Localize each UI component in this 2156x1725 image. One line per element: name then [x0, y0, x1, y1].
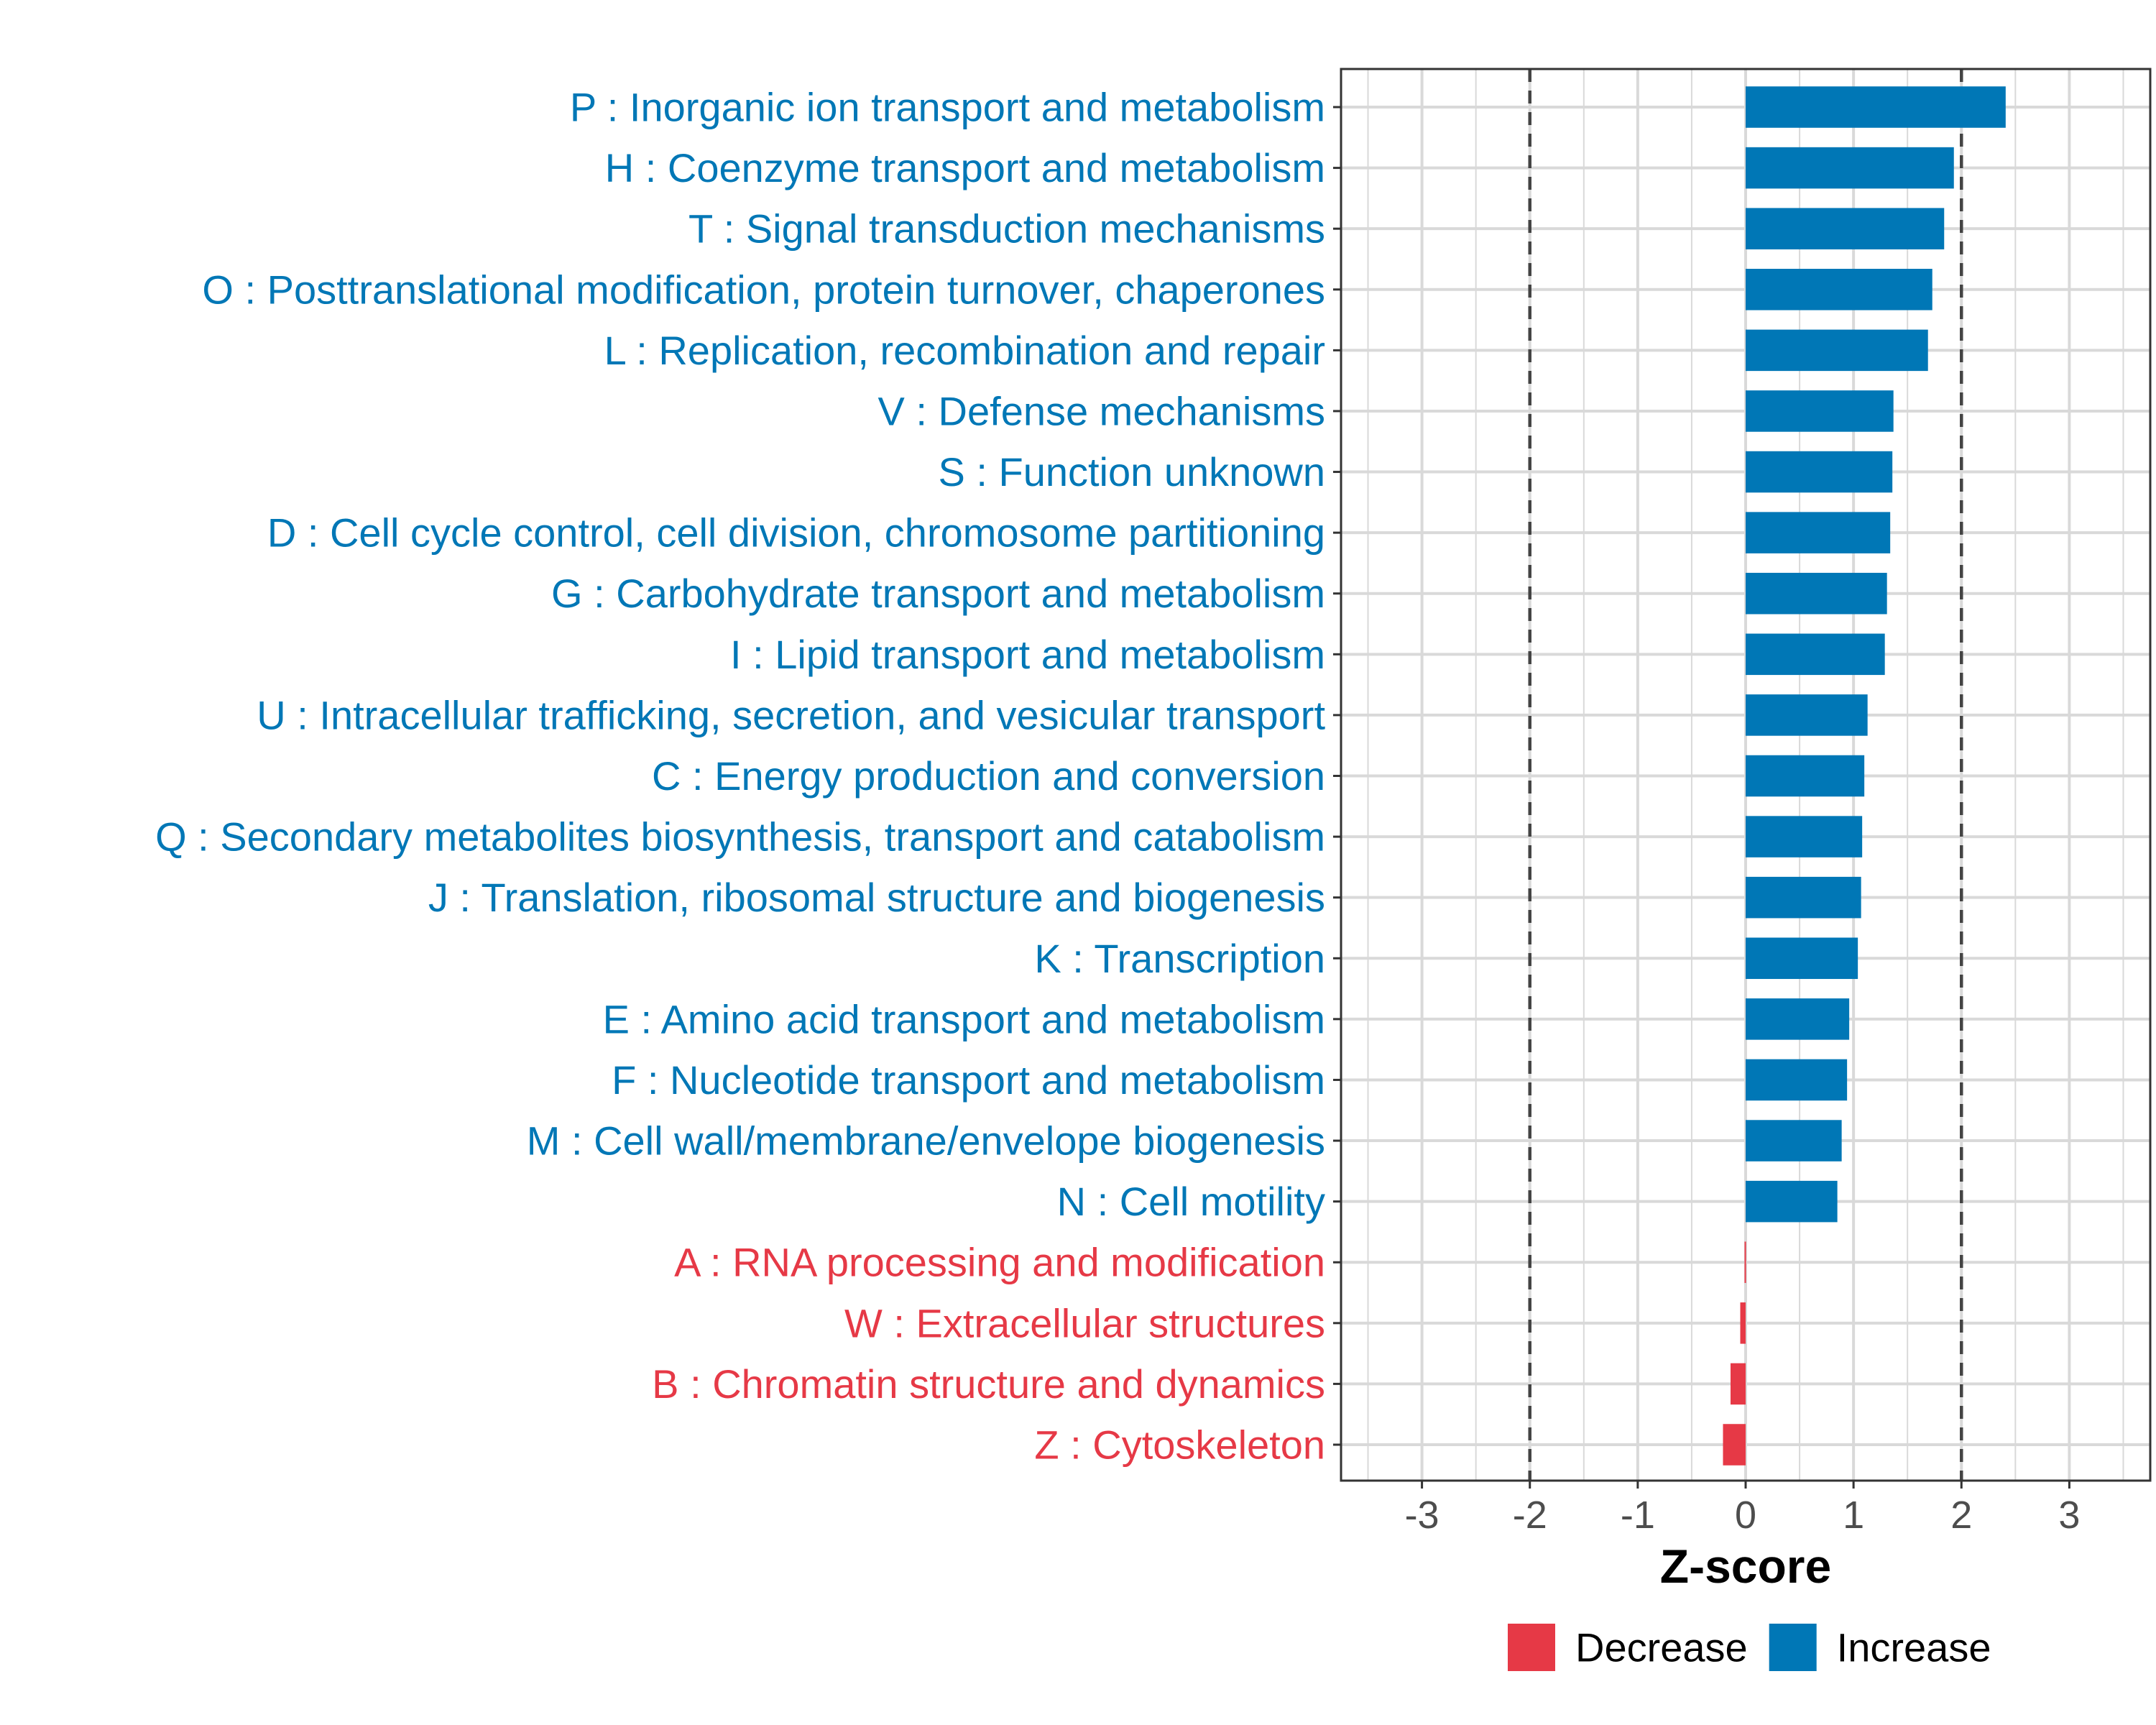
category-label: D : Cell cycle control, cell division, c…: [267, 510, 1325, 556]
bar: [1746, 1120, 1842, 1162]
bar: [1746, 1059, 1847, 1101]
category-label: F : Nucleotide transport and metabolism: [612, 1057, 1325, 1103]
category-label: S : Function unknown: [938, 449, 1325, 494]
category-label: Q : Secondary metabolites biosynthesis, …: [155, 814, 1325, 860]
bar: [1746, 573, 1887, 615]
category-label: H : Coenzyme transport and metabolism: [605, 145, 1325, 190]
category-label: J : Translation, ribosomal structure and…: [428, 875, 1325, 920]
x-tick-label: 0: [1735, 1494, 1756, 1537]
bar: [1746, 816, 1862, 857]
legend-label: Decrease: [1575, 1625, 1748, 1670]
bar: [1746, 147, 1954, 189]
x-tick-label: 3: [2058, 1494, 2080, 1537]
category-label: V : Defense mechanisms: [878, 388, 1325, 433]
bar: [1746, 877, 1861, 919]
category-label: T : Signal transduction mechanisms: [688, 206, 1325, 252]
bar: [1746, 390, 1894, 432]
legend-swatch: [1508, 1624, 1555, 1671]
bar: [1746, 1181, 1838, 1223]
x-tick-label: -3: [1405, 1494, 1439, 1537]
category-label: L : Replication, recombination and repai…: [604, 328, 1325, 373]
x-axis-ticks: -3 -2 -1 0 1 2 3: [1405, 1481, 2081, 1537]
bar: [1746, 451, 1892, 493]
category-label: W : Extracellular structures: [844, 1300, 1325, 1346]
bar: [1746, 938, 1858, 980]
category-label: A : RNA processing and modification: [674, 1240, 1325, 1285]
zscore-bar-chart: P : Inorganic ion transport and metaboli…: [0, 0, 2156, 1725]
bar: [1746, 86, 2006, 128]
bar: [1746, 634, 1885, 676]
x-axis-title: Z-score: [1660, 1540, 1831, 1593]
category-label: E : Amino acid transport and metabolism: [603, 996, 1325, 1041]
category-label: K : Transcription: [1034, 936, 1325, 981]
category-label: O : Posttranslational modification, prot…: [202, 267, 1325, 312]
category-label: N : Cell motility: [1057, 1179, 1325, 1224]
category-label: C : Energy production and conversion: [652, 753, 1325, 799]
y-axis-category-labels: P : Inorganic ion transport and metaboli…: [155, 85, 1325, 1468]
x-tick-label: 1: [1843, 1494, 1864, 1537]
category-label: Z : Cytoskeleton: [1034, 1422, 1325, 1468]
x-tick-label: -2: [1513, 1494, 1547, 1537]
bar: [1746, 512, 1890, 553]
bar: [1744, 1241, 1746, 1283]
legend-label: Increase: [1837, 1625, 1991, 1670]
bar: [1740, 1302, 1746, 1344]
category-label: M : Cell wall/membrane/envelope biogenes…: [527, 1118, 1325, 1164]
bar: [1746, 330, 1928, 372]
x-tick-label: -1: [1621, 1494, 1655, 1537]
category-label: G : Carbohydrate transport and metabolis…: [551, 571, 1325, 616]
category-label: U : Intracellular trafficking, secretion…: [257, 692, 1325, 737]
category-label: B : Chromatin structure and dynamics: [652, 1361, 1325, 1407]
y-axis-ticks: [1333, 107, 1341, 1445]
bar: [1746, 694, 1868, 736]
category-label: I : Lipid transport and metabolism: [730, 632, 1325, 677]
bar: [1746, 998, 1849, 1040]
bar: [1746, 755, 1864, 797]
bar: [1746, 269, 1932, 310]
category-label: P : Inorganic ion transport and metaboli…: [570, 85, 1325, 130]
bar: [1731, 1363, 1746, 1405]
bar: [1746, 208, 1944, 249]
legend-swatch: [1769, 1624, 1817, 1671]
bar: [1723, 1424, 1746, 1466]
legend: Decrease Increase: [1508, 1624, 1991, 1671]
x-tick-label: 2: [1950, 1494, 1972, 1537]
